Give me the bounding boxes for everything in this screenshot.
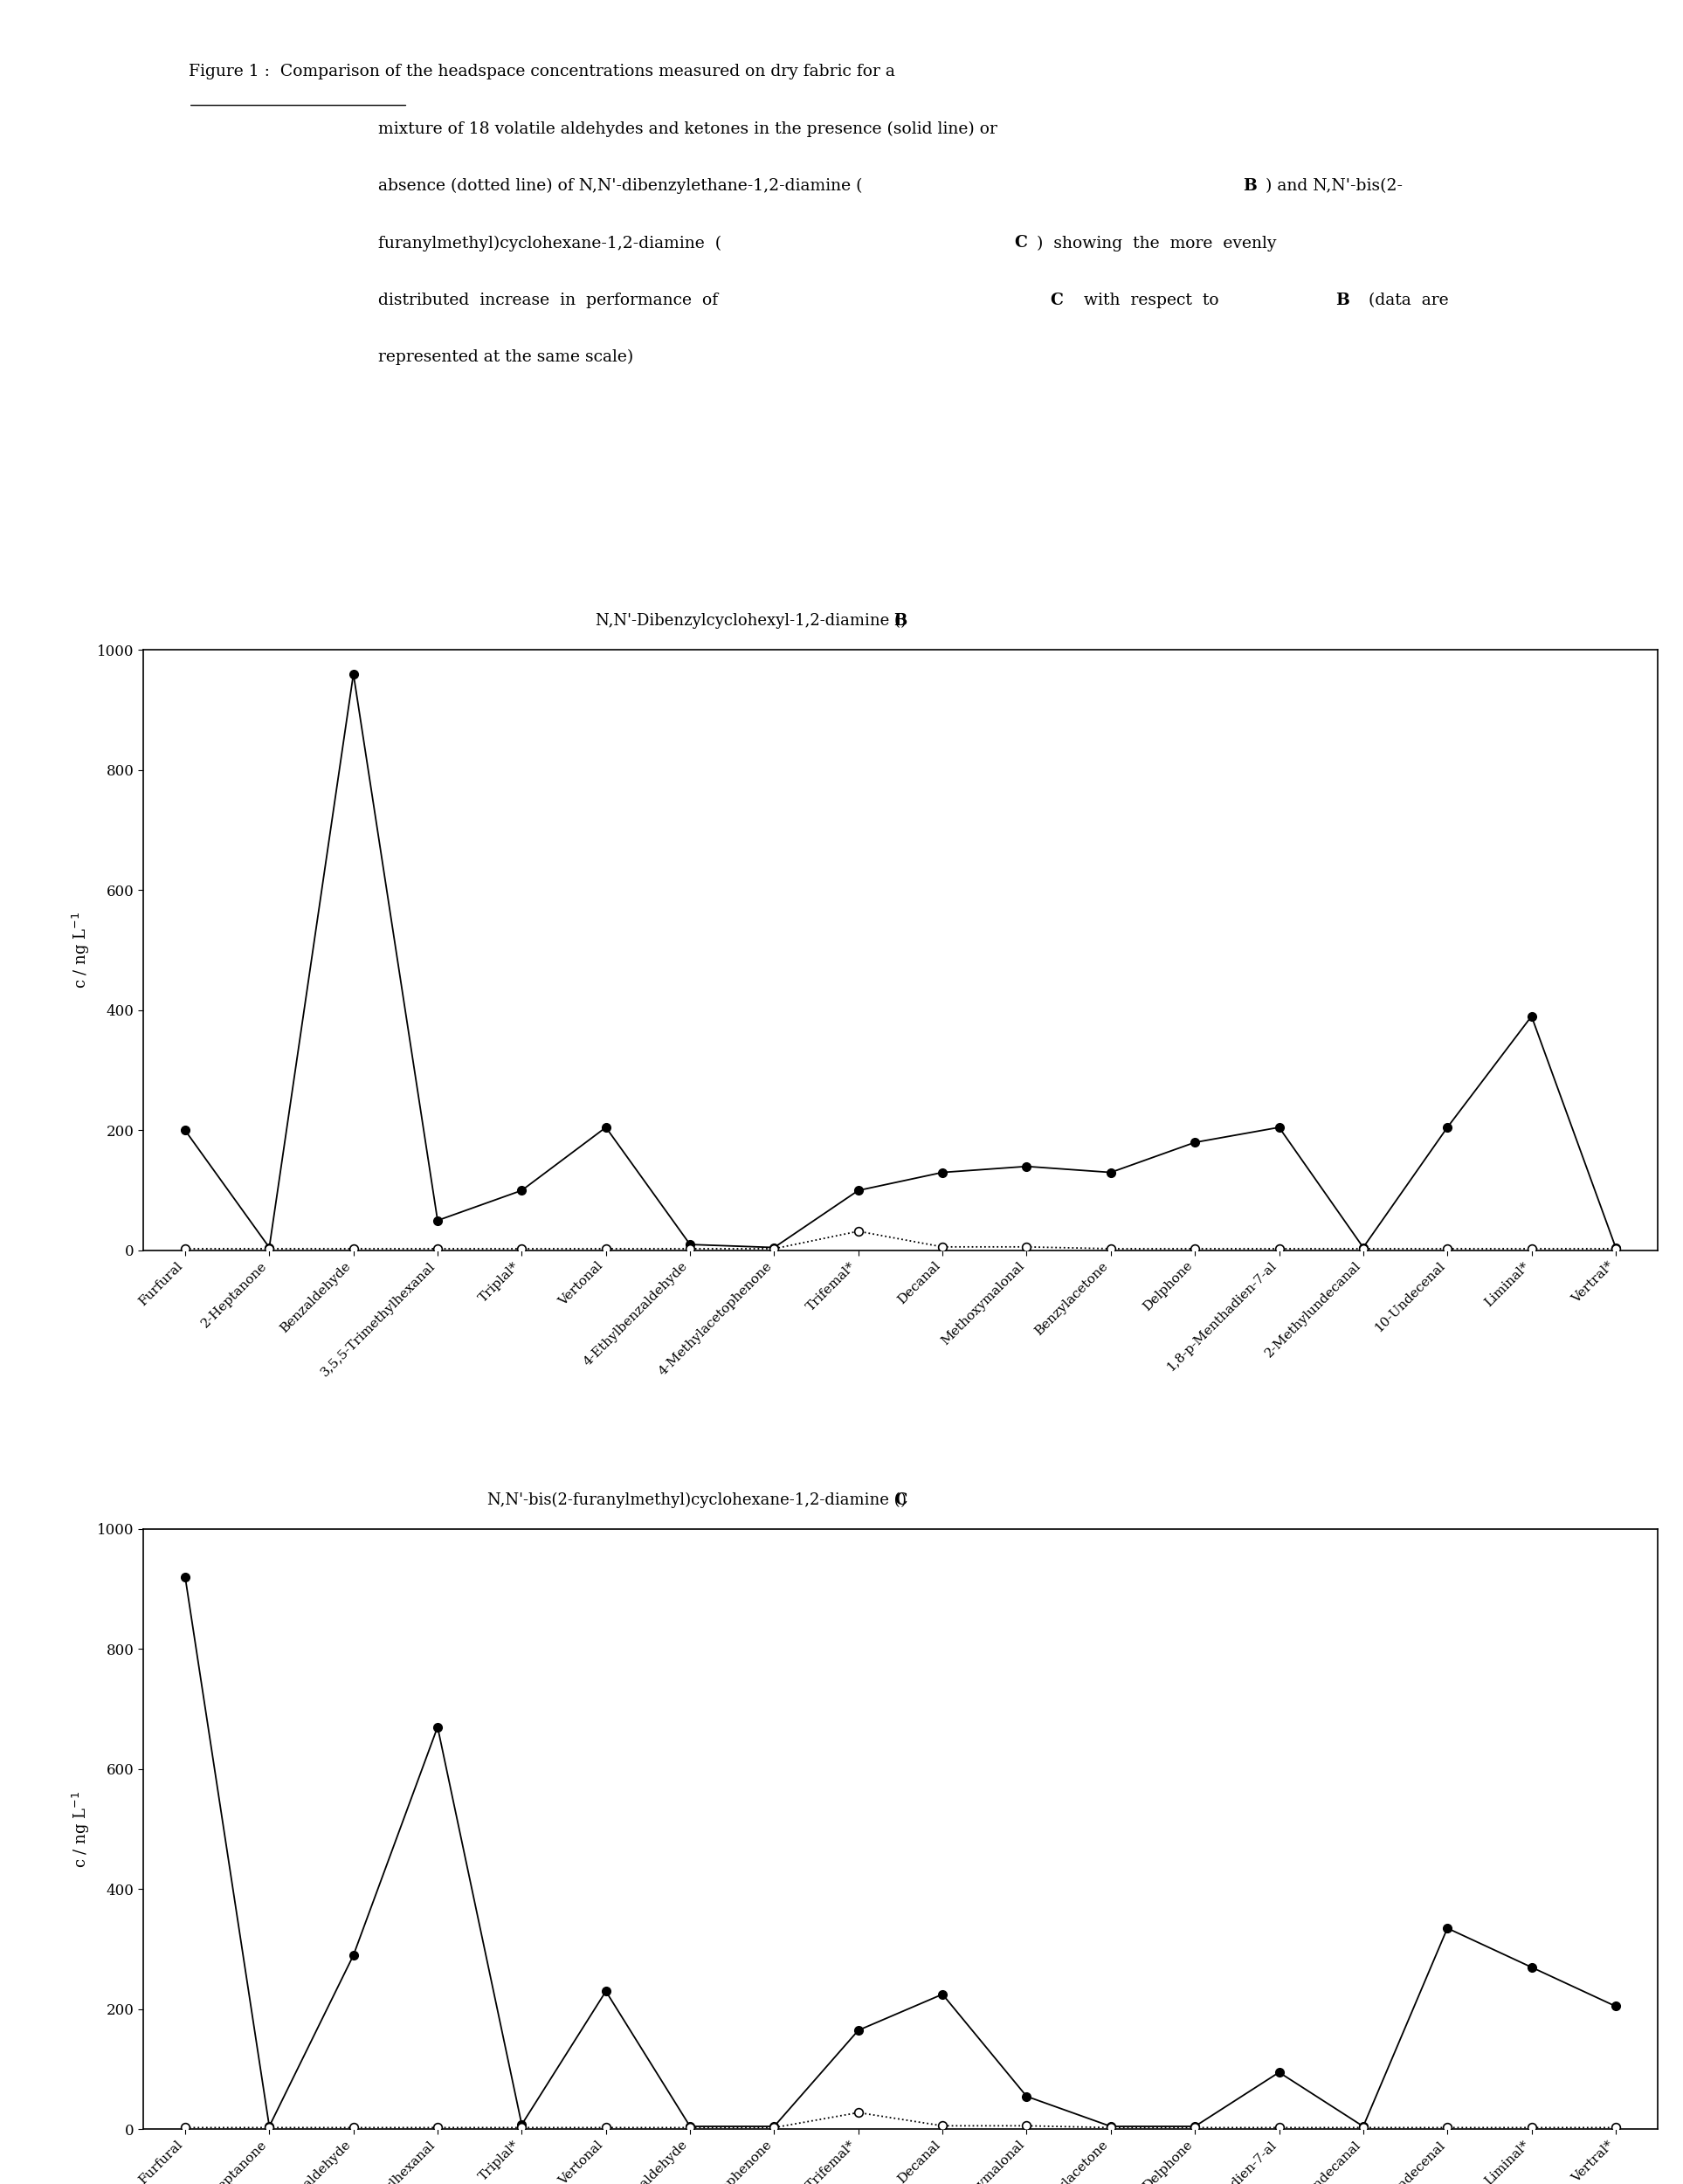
Text: N,N'-bis(2-furanylmethyl)cyclohexane-1,2-diamine (: N,N'-bis(2-furanylmethyl)cyclohexane-1,2…	[488, 1492, 900, 1507]
Text: furanylmethyl)cyclohexane-1,2-diamine  (: furanylmethyl)cyclohexane-1,2-diamine (	[377, 236, 722, 251]
Text: (data  are: (data are	[1358, 293, 1449, 308]
Text: B: B	[1335, 293, 1348, 308]
Text: ): )	[900, 614, 907, 629]
Text: ) and N,N'-bis(2-: ) and N,N'-bis(2-	[1266, 179, 1402, 194]
Y-axis label: c / ng L$^{-1}$: c / ng L$^{-1}$	[71, 1791, 93, 1867]
Text: C: C	[1013, 236, 1027, 251]
Text: C: C	[1050, 293, 1064, 308]
Text: N,N'-Dibenzylcyclohexyl-1,2-diamine (: N,N'-Dibenzylcyclohexyl-1,2-diamine (	[596, 614, 900, 629]
Text: B: B	[1242, 179, 1257, 194]
Text: Figure 1 :  Comparison of the headspace concentrations measured on dry fabric fo: Figure 1 : Comparison of the headspace c…	[188, 63, 895, 81]
Text: C: C	[894, 1492, 907, 1507]
Text: with  respect  to: with respect to	[1074, 293, 1229, 308]
Text: mixture of 18 volatile aldehydes and ketones in the presence (solid line) or: mixture of 18 volatile aldehydes and ket…	[377, 120, 996, 138]
Text: )  showing  the  more  evenly: ) showing the more evenly	[1037, 236, 1276, 251]
Text: absence (dotted line) of N,N'-dibenzylethane-1,2-diamine (: absence (dotted line) of N,N'-dibenzylet…	[377, 179, 862, 194]
Text: distributed  increase  in  performance  of: distributed increase in performance of	[377, 293, 729, 308]
Y-axis label: c / ng L$^{-1}$: c / ng L$^{-1}$	[71, 911, 93, 989]
Text: ): )	[900, 1492, 907, 1507]
Text: represented at the same scale): represented at the same scale)	[377, 349, 633, 365]
Text: B: B	[894, 614, 907, 629]
